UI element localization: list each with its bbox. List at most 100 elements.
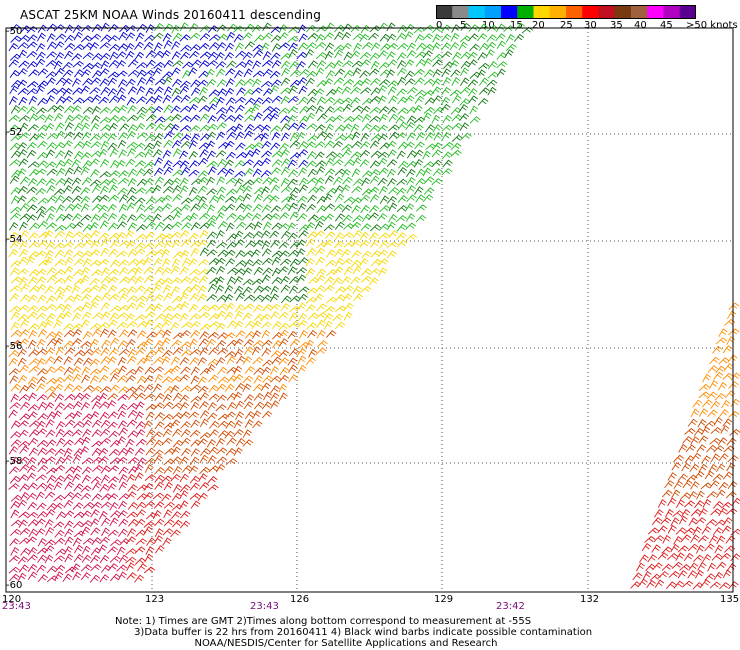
- wind-barb: [172, 465, 183, 475]
- wind-barb: [126, 419, 138, 428]
- wind-barb: [180, 428, 191, 438]
- wind-barb: [253, 239, 265, 248]
- wind-barb: [702, 373, 712, 383]
- wind-barb: [296, 302, 307, 311]
- wind-barb: [46, 33, 56, 42]
- wind-barb: [145, 546, 155, 555]
- wind-barb: [161, 349, 173, 358]
- wind-barb: [171, 139, 182, 149]
- wind-barb: [715, 337, 728, 345]
- wind-barb: [251, 142, 264, 150]
- wind-barb: [252, 230, 263, 239]
- wind-barb: [73, 553, 84, 563]
- wind-barb: [332, 313, 344, 322]
- wind-barb: [323, 320, 333, 330]
- wind-barb: [188, 258, 198, 267]
- wind-barb: [718, 357, 730, 365]
- wind-barb: [714, 392, 726, 401]
- colorbar-swatch: [663, 5, 681, 19]
- wind-barb: [199, 331, 210, 340]
- wind-barb: [442, 76, 452, 86]
- wind-barb: [190, 247, 200, 257]
- wind-barb: [81, 457, 94, 465]
- lat-label: -52: [6, 127, 23, 138]
- wind-barb: [134, 197, 146, 205]
- wind-barb: [64, 347, 76, 356]
- wind-barb: [242, 203, 253, 213]
- wind-barb: [352, 215, 364, 223]
- wind-barb: [188, 67, 198, 76]
- wind-barb: [296, 60, 306, 70]
- wind-barb: [17, 87, 29, 96]
- wind-barb: [278, 349, 290, 358]
- wind-barb: [709, 480, 720, 489]
- wind-barb: [45, 366, 56, 375]
- wind-barb: [660, 517, 672, 525]
- wind-barb: [163, 139, 174, 148]
- wind-barb: [278, 142, 289, 151]
- wind-barb: [197, 79, 209, 88]
- wind-barb: [63, 520, 74, 529]
- wind-barb: [89, 158, 100, 167]
- wind-barb: [298, 33, 308, 43]
- wind-barb: [315, 33, 325, 43]
- wind-barb: [109, 259, 120, 268]
- wind-barb: [397, 96, 408, 105]
- wind-barb: [153, 293, 164, 302]
- wind-barb: [504, 49, 514, 58]
- wind-barb: [71, 195, 83, 203]
- wind-barb: [172, 193, 183, 202]
- wind-barb: [253, 112, 263, 121]
- wind-barb: [90, 527, 101, 536]
- wind-barb: [8, 124, 19, 133]
- wind-barb: [143, 177, 155, 186]
- wind-barb: [134, 546, 146, 554]
- wind-barb: [19, 445, 30, 454]
- wind-barb: [107, 212, 118, 222]
- wind-barb: [252, 44, 264, 52]
- wind-barb: [515, 22, 525, 31]
- wind-barb: [242, 286, 253, 295]
- wind-barb: [217, 249, 229, 257]
- wind-barb: [216, 265, 226, 275]
- wind-barb: [709, 437, 721, 445]
- wind-barb: [323, 132, 334, 141]
- wind-barb: [45, 222, 57, 230]
- wind-barb: [397, 60, 407, 69]
- wind-barb: [198, 202, 209, 211]
- wind-barb: [91, 419, 102, 428]
- wind-barb: [415, 58, 426, 67]
- wind-barb: [161, 475, 173, 483]
- wind-barb: [360, 204, 370, 214]
- wind-barb: [469, 116, 481, 124]
- wind-barb: [261, 140, 272, 149]
- wind-barb: [134, 411, 144, 421]
- wind-barb: [657, 525, 668, 534]
- wind-barb: [144, 105, 156, 114]
- wind-barb: [9, 475, 21, 484]
- wind-barb: [224, 159, 234, 168]
- wind-barb: [270, 239, 281, 248]
- wind-barb: [726, 563, 737, 572]
- wind-barb: [236, 355, 246, 364]
- wind-barb: [90, 564, 102, 572]
- wind-barb: [118, 293, 129, 302]
- wind-barb: [270, 350, 282, 358]
- wind-barb: [17, 168, 27, 177]
- wind-barb: [206, 239, 217, 248]
- wind-barb: [20, 176, 30, 185]
- wind-barb: [477, 69, 486, 79]
- wind-barb: [422, 167, 432, 177]
- wind-barb: [64, 412, 76, 420]
- wind-barb: [679, 564, 691, 571]
- wind-barb: [71, 114, 83, 122]
- wind-barb: [163, 240, 173, 249]
- wind-barb: [262, 176, 273, 185]
- wind-barb: [54, 41, 65, 50]
- wind-barb: [125, 158, 136, 167]
- wind-barb: [181, 464, 193, 473]
- wind-barb: [91, 447, 102, 457]
- wind-barb: [54, 402, 65, 411]
- wind-barb: [458, 104, 469, 113]
- wind-barb: [690, 436, 700, 445]
